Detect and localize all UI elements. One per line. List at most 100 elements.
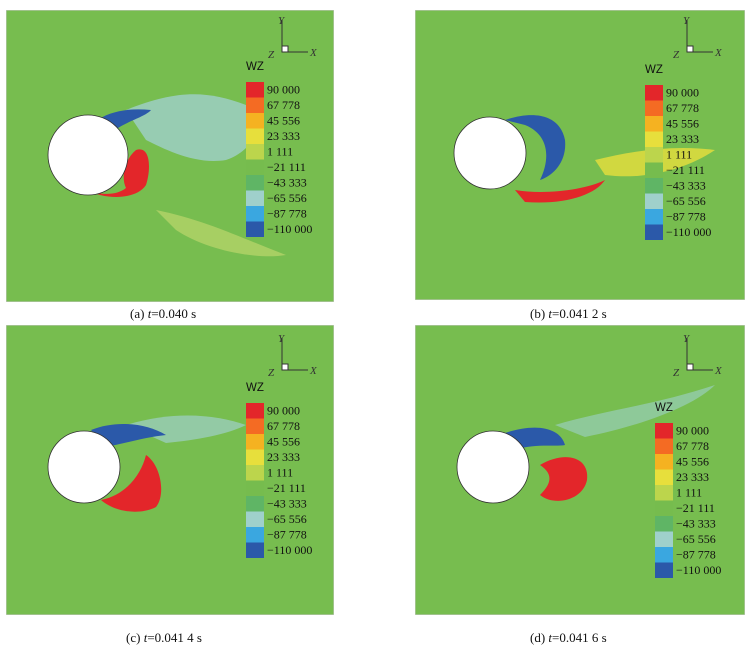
legend-swatch (655, 485, 673, 501)
legend-swatch (246, 113, 264, 129)
lower-shear-layer (540, 457, 588, 501)
legend-value-label: 45 556 (267, 114, 300, 128)
svg-text:X: X (714, 365, 723, 377)
legend-swatch (246, 511, 264, 527)
legend-swatch (645, 131, 663, 147)
legend-swatch (246, 449, 264, 465)
svg-text:X: X (309, 47, 318, 59)
axis-triad: Y Z X (673, 15, 723, 61)
legend-swatch (246, 206, 264, 222)
legend-value-label: 23 333 (267, 129, 300, 143)
legend-value-label: −43 333 (676, 517, 716, 531)
legend-title: WZ (246, 61, 264, 73)
lower-wake-light (156, 210, 286, 257)
legend-swatch (246, 465, 264, 481)
legend-swatch (655, 516, 673, 532)
legend-swatch (645, 224, 663, 240)
legend-value-label: 67 778 (666, 101, 699, 115)
legend-value-label: 23 333 (666, 132, 699, 146)
axis-triad: Y Z X (268, 15, 318, 61)
legend-value-label: 90 000 (267, 83, 300, 97)
legend-value-label: 67 778 (267, 98, 300, 112)
legend-value-label: −65 556 (267, 191, 307, 205)
axis-triad: Y Z X (673, 333, 723, 379)
panel-c: Y Z X WZ 90 000 67 778 45 556 23 333 1 111 −21… (6, 325, 334, 615)
legend-value-label: 23 333 (267, 450, 300, 464)
legend-swatch (655, 438, 673, 454)
legend-value-label: −87 778 (666, 210, 706, 224)
svg-text:Z: Z (673, 49, 680, 61)
upper-shear-layer (91, 423, 166, 447)
svg-text:X: X (714, 47, 723, 59)
legend-value-label: −110 000 (267, 543, 312, 557)
legend-swatch (655, 469, 673, 485)
legend-swatch (655, 500, 673, 516)
legend-swatch (246, 542, 264, 558)
legend-value-label: 1 111 (666, 148, 692, 162)
legend-swatch (655, 423, 673, 439)
legend-title: WZ (645, 64, 663, 76)
lower-shear-layer (101, 455, 162, 512)
svg-text:Y: Y (683, 333, 691, 345)
legend-value-label: 90 000 (267, 404, 300, 418)
caption-a: (a) t=0.040 s (130, 306, 197, 321)
panel-b: Y Z X WZ 90 000 67 778 45 556 23 333 1 111 −21… (415, 10, 745, 300)
svg-text:Z: Z (268, 367, 275, 379)
legend-value-label: −87 778 (676, 548, 716, 562)
legend-value-label: 1 111 (267, 145, 293, 159)
legend-value-label: −110 000 (267, 222, 312, 236)
legend-swatch (246, 97, 264, 113)
legend-value-label: 1 111 (267, 466, 293, 480)
legend-value-label: −21 111 (267, 481, 306, 495)
svg-text:Y: Y (278, 15, 286, 27)
legend-swatch (246, 82, 264, 98)
legend-value-label: −110 000 (676, 563, 721, 577)
lower-shear-layer (515, 180, 605, 203)
legend-swatch (645, 162, 663, 178)
legend-swatch (246, 175, 264, 191)
legend-value-label: 45 556 (676, 455, 709, 469)
legend-value-label: −65 556 (267, 512, 307, 526)
legend-value-label: 1 111 (676, 486, 702, 500)
legend-value-label: −43 333 (267, 497, 307, 511)
legend-swatch (246, 527, 264, 543)
legend-value-label: −21 111 (676, 501, 715, 515)
svg-text:Z: Z (268, 49, 275, 61)
svg-text:Y: Y (683, 15, 691, 27)
legend-swatch (246, 190, 264, 206)
legend-value-label: 23 333 (676, 470, 709, 484)
legend-value-label: −65 556 (676, 532, 716, 546)
upper-wake-light (126, 94, 257, 161)
legend-swatch (246, 434, 264, 450)
legend-swatch (645, 116, 663, 132)
panel-d: Y Z X WZ 90 000 67 778 45 556 23 333 1 111 −21… (415, 325, 745, 615)
axis-triad: Y Z X (268, 333, 318, 379)
legend-swatch (645, 178, 663, 194)
legend-title: WZ (246, 382, 264, 394)
legend-swatch (645, 100, 663, 116)
legend-swatch (246, 128, 264, 144)
caption-c: (c) t=0.041 4 s (126, 630, 202, 645)
legend-swatch (655, 547, 673, 563)
legend-value-label: −43 333 (666, 179, 706, 193)
legend-value-label: 90 000 (666, 86, 699, 100)
legend-value-label: −21 111 (666, 163, 705, 177)
legend-swatch (645, 209, 663, 225)
upper-shear-layer (505, 115, 566, 180)
legend-swatch (246, 159, 264, 175)
legend-value-label: 67 778 (267, 419, 300, 433)
legend-swatch (246, 403, 264, 419)
legend-swatch (246, 496, 264, 512)
legend-value-label: −65 556 (666, 194, 706, 208)
legend-swatch (645, 85, 663, 101)
legend-value-label: 45 556 (267, 435, 300, 449)
svg-text:X: X (309, 365, 318, 377)
caption-d: (d) t=0.041 6 s (530, 630, 607, 645)
